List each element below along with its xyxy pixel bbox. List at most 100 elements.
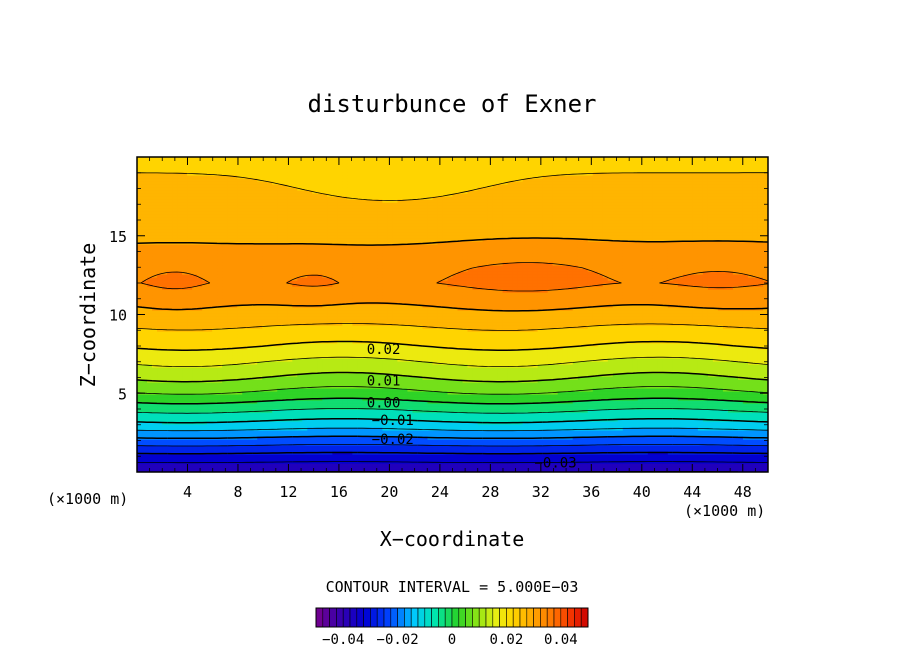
field-cell <box>327 421 333 425</box>
field-cell <box>282 424 288 428</box>
field-cell <box>302 415 308 419</box>
field-cell <box>277 424 283 428</box>
field-cell <box>617 439 624 443</box>
field-cell <box>157 406 163 410</box>
field-cell <box>482 463 489 467</box>
field-cell <box>392 430 399 434</box>
field-cell <box>442 385 449 389</box>
field-cell <box>757 442 764 446</box>
field-cell <box>687 409 694 413</box>
field-cell <box>472 427 479 431</box>
field-cell <box>632 373 639 377</box>
field-cell <box>752 409 759 413</box>
field-cell <box>422 463 429 467</box>
field-cell <box>607 415 614 419</box>
field-cell <box>557 454 564 458</box>
field-cell <box>507 385 514 389</box>
field-cell <box>657 376 664 380</box>
field-cell <box>422 469 429 472</box>
field-cell <box>292 448 298 452</box>
field-cell <box>567 466 574 470</box>
field-cell <box>232 412 238 416</box>
field-cell <box>692 433 699 437</box>
field-cell <box>572 469 579 472</box>
field-cell <box>257 391 263 395</box>
field-cell <box>292 406 298 410</box>
field-cell <box>467 409 474 413</box>
field-cell <box>622 454 629 458</box>
field-cell <box>692 373 699 377</box>
field-cell <box>352 409 358 413</box>
field-cell <box>237 454 243 458</box>
field-cell <box>682 442 689 446</box>
field-cell <box>752 388 759 392</box>
field-cell <box>532 385 539 389</box>
field-cell <box>227 445 233 449</box>
field-cell <box>632 418 639 422</box>
field-cell <box>757 463 764 467</box>
field-cell <box>752 460 759 464</box>
field-cell <box>387 388 394 392</box>
field-cell <box>512 403 519 407</box>
field-cell <box>337 463 343 467</box>
field-cell <box>272 448 278 452</box>
field-cell <box>632 376 639 380</box>
field-cell <box>427 463 434 467</box>
field-cell <box>677 454 684 458</box>
field-cell <box>632 379 639 383</box>
field-cell <box>377 391 383 395</box>
field-cell <box>617 424 624 428</box>
field-cell <box>292 466 298 470</box>
field-cell <box>547 406 554 410</box>
field-cell <box>737 448 744 452</box>
field-cell <box>587 415 594 419</box>
field-cell <box>587 430 594 434</box>
field-cell <box>682 394 689 398</box>
field-cell <box>192 466 198 470</box>
field-cell <box>477 373 484 377</box>
field-cell <box>492 382 499 386</box>
field-cell <box>642 373 649 377</box>
field-cell <box>147 448 153 452</box>
field-cell <box>547 448 554 452</box>
field-cell <box>182 457 188 461</box>
field-cell <box>412 382 419 386</box>
field-cell <box>507 451 514 455</box>
field-cell <box>227 469 233 472</box>
field-cell <box>262 442 268 446</box>
field-cell <box>572 379 579 383</box>
field-cell <box>152 463 158 467</box>
field-cell <box>597 400 604 404</box>
field-cell <box>392 388 399 392</box>
field-cell <box>602 448 609 452</box>
field-cell <box>652 412 659 416</box>
field-cell <box>282 415 288 419</box>
field-cell <box>532 433 539 437</box>
field-cell <box>397 385 404 389</box>
field-cell <box>487 418 494 422</box>
field-cell <box>222 439 228 443</box>
field-cell <box>392 421 399 425</box>
field-cell <box>467 385 474 389</box>
field-cell <box>507 412 514 416</box>
field-cell <box>672 379 679 383</box>
field-cell <box>637 424 644 428</box>
field-cell <box>367 469 373 472</box>
field-cell <box>442 412 449 416</box>
field-cell <box>422 385 429 389</box>
field-cell <box>137 469 143 472</box>
field-cell <box>342 400 348 404</box>
field-cell <box>137 430 143 434</box>
field-cell <box>332 376 338 380</box>
field-cell <box>477 469 484 472</box>
field-cell <box>437 412 444 416</box>
field-cell <box>737 454 744 458</box>
field-cell <box>542 457 549 461</box>
field-cell <box>402 463 409 467</box>
field-cell <box>712 394 719 398</box>
field-cell <box>262 454 268 458</box>
field-cell <box>662 409 669 413</box>
field-cell <box>287 421 293 425</box>
field-cell <box>347 415 353 419</box>
field-cell <box>622 406 629 410</box>
